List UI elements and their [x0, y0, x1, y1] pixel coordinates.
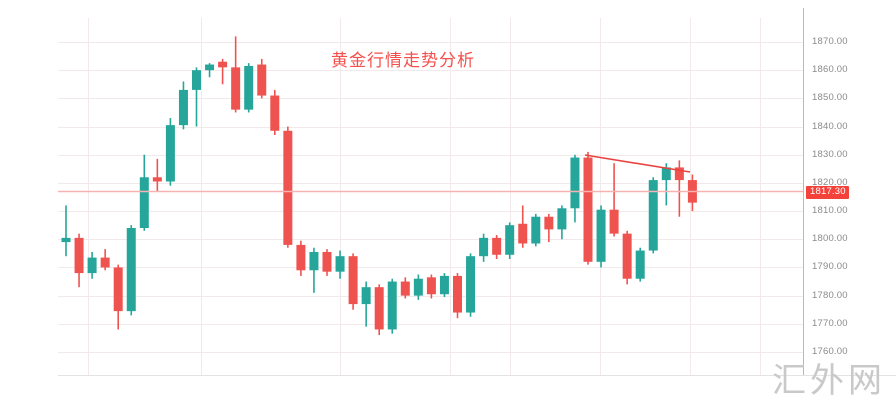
price-axis-tick: 1820.00: [812, 176, 848, 188]
page-title: 黄金行情走势分析: [331, 51, 475, 70]
price-axis-tick: 1770.00: [812, 317, 848, 329]
watermark: 汇外网: [772, 362, 886, 400]
price-axis-tick: 1840.00: [812, 120, 848, 132]
price-axis-tick: 1850.00: [812, 92, 848, 104]
price-axis-tick: 1830.00: [812, 148, 848, 160]
price-axis-tick: 1860.00: [812, 64, 848, 76]
price-axis-tick: 1760.00: [812, 346, 848, 357]
price-axis-tick: 1810.00: [812, 205, 848, 217]
price-axis-tick: 1780.00: [812, 289, 848, 301]
current-price-badge: 1817.30: [806, 185, 849, 199]
price-axis-tick: 1800.00: [812, 233, 848, 245]
price-axis-tick: 1870.00: [812, 36, 848, 47]
price-axis-tick: 1790.00: [812, 261, 848, 273]
